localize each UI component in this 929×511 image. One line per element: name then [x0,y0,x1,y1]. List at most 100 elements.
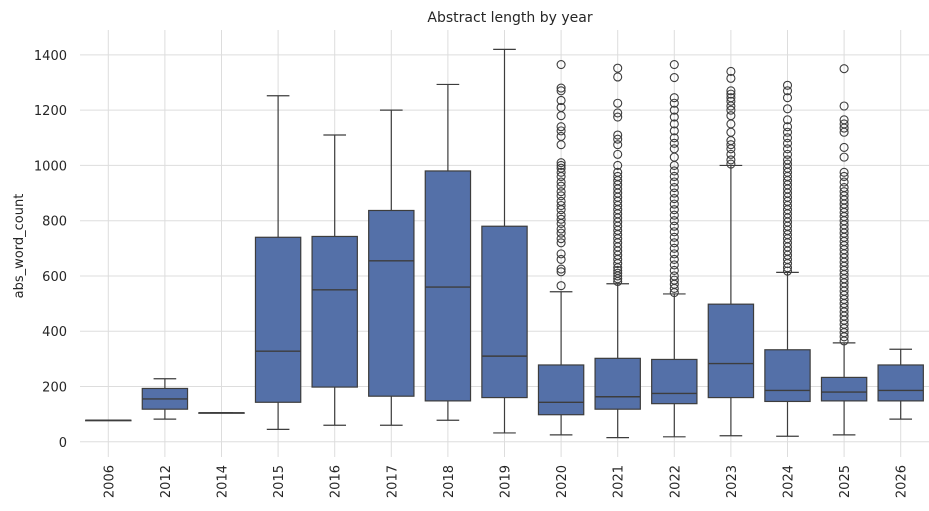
iqr-box [537,364,585,416]
outlier-point [669,243,679,253]
iqr-box [820,376,868,402]
x-tick-label: 2016 [329,465,344,498]
y-axis-ticks: 0 200 400 600 800 1000 1200 1400 [34,49,67,451]
outlier-point [669,205,679,215]
x-tick-label: 2025 [838,465,853,498]
outlier-point [839,64,849,74]
box-series [85,48,924,439]
y-axis-label: abs_word_count [12,194,27,299]
outlier-point [556,224,566,234]
outlier-point [726,105,736,115]
outlier-point [613,149,623,159]
outlier-point [782,155,793,165]
outlier-point [556,214,566,224]
outlier-point [726,89,736,99]
outlier-point [839,119,849,129]
outlier-point [669,138,679,148]
x-tick-label: 2024 [782,465,797,498]
outlier-point [556,83,566,93]
outlier-point [669,72,679,83]
outlier-point [782,104,793,114]
box-2006 [85,419,132,422]
outlier-point [556,160,566,170]
outlier-point [782,80,793,90]
box-2017 [368,109,415,426]
x-axis-ticks: 2006 2012 2014 2015 2016 2017 2018 2019 2020 2021… [102,465,909,498]
outlier-point [556,191,566,201]
x-tick-label: 2023 [725,465,740,498]
outlier-point [556,264,566,274]
y-tick-label: 1200 [34,104,67,119]
outlier-point [669,249,679,259]
y-tick-label: 600 [42,270,67,285]
iqr-box [368,209,415,397]
box-2018 [424,83,472,421]
outlier-point [556,86,566,96]
outlier-point [782,122,793,132]
outlier-point [669,188,679,198]
outlier-point [839,171,849,182]
box-2025 [820,64,868,436]
box-2022 [651,59,698,438]
outlier-point [669,210,679,220]
outlier-point [556,187,566,197]
outlier-point [556,95,566,106]
outlier-point [726,86,736,96]
outlier-point [669,182,679,193]
x-tick-label: 2015 [272,465,287,498]
box-2026 [877,348,924,420]
outlier-point [782,93,793,103]
outlier-point [613,63,623,73]
outlier-point [669,144,679,154]
outlier-point [613,171,623,182]
outlier-point [556,122,566,132]
box-2023 [707,66,755,437]
iqr-box [707,303,755,399]
outlier-point [839,167,849,177]
iqr-box [877,364,924,402]
outlier-point [726,73,736,83]
outlier-point [613,108,623,118]
outlier-point [613,98,623,108]
outlier-point [556,163,566,173]
outlier-point [669,221,679,231]
outlier-point [669,112,679,122]
iqr-box [594,357,641,410]
outlier-point [669,232,679,242]
outlier-point [669,216,679,226]
outlier-point [556,234,566,244]
chart-title: Abstract length by year [427,10,592,26]
outlier-point [726,140,736,150]
outlier-point [556,254,566,264]
outlier-point [613,167,623,177]
outlier-point [782,115,793,125]
outlier-point [839,152,849,162]
outlier-point [669,194,679,204]
iqr-box [424,170,472,402]
outlier-point [669,199,679,209]
outlier-point [613,268,623,278]
outlier-point [839,142,849,153]
x-tick-label: 2012 [159,465,174,498]
box-2024 [764,80,811,437]
outlier-point [839,187,849,197]
outlier-point [726,155,736,165]
outlier-point [782,138,793,148]
x-tick-label: 2020 [555,465,570,498]
outlier-point [669,177,679,187]
outlier-point [782,144,793,154]
box-2016 [311,134,358,426]
outlier-point [669,171,679,182]
outlier-point [726,96,736,106]
outlier-point [613,72,623,82]
outlier-point [669,271,679,281]
outlier-point [556,158,566,168]
x-tick-label: 2018 [442,465,457,498]
iqr-box [254,236,302,403]
y-tick-label: 400 [42,325,67,340]
outlier-point [726,111,736,121]
outlier-point [669,166,679,176]
outlier-point [782,133,793,143]
box-2020 [537,59,585,436]
